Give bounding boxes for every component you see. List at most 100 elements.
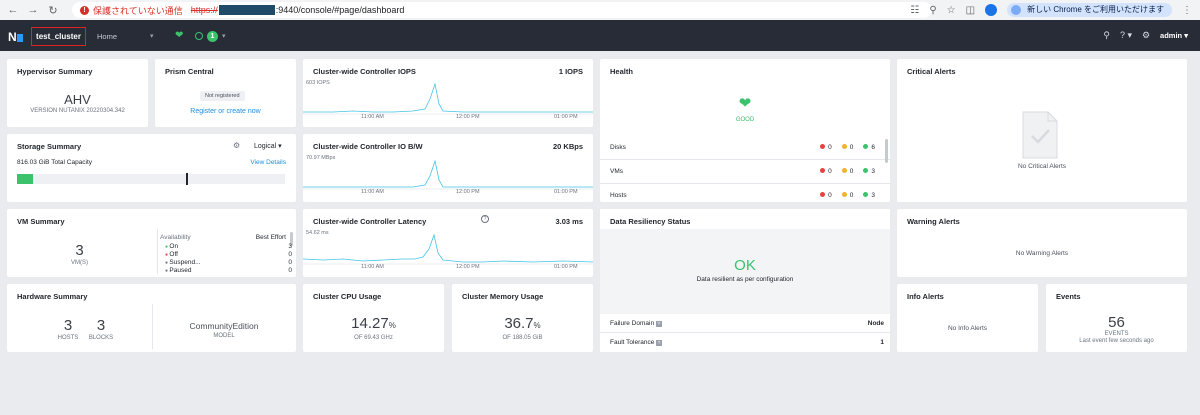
storage-mode-select[interactable]: Logical ▾ [254,143,282,150]
help-icon[interactable]: ? [656,340,663,346]
memory-unit: % [533,321,541,330]
task-status-icon[interactable] [195,32,203,40]
profile-icon[interactable] [985,4,998,16]
cluster-name-button[interactable]: test_cluster [31,27,86,46]
url-protocol: https:// [190,5,218,15]
hypervisor-version: VERSION NUTANIX 20220304.342 [30,108,125,114]
model-name: CommunityEdition [189,321,259,331]
cpu-usage-value: 14.27% [303,315,444,332]
critical-count: 0 [820,168,832,175]
latency-sparkline[interactable] [303,209,593,277]
widget-title: Info Alerts [907,292,944,301]
critical-count: 0 [820,144,832,151]
memory-usage-value: 36.7% [452,315,593,332]
vm-state-row: ● On 3 [165,243,292,251]
warning-count: 0 [841,192,853,199]
back-icon[interactable]: ← [7,4,19,16]
vm-state-label: ● Suspend... [165,259,201,266]
widget-title: Cluster Memory Usage [462,292,544,301]
health-entity-row[interactable]: VMs 0 0 3 [610,168,875,180]
more-menu-icon[interactable]: ⋮ [1182,4,1192,16]
health-heart-icon[interactable]: ❤ [175,30,184,41]
chevron-down-icon[interactable]: ▾ [150,33,154,40]
failure-domain-label: Failure Domain ? [610,320,662,327]
info-alerts-widget: Info Alerts No Info Alerts [897,284,1038,352]
sidepanel-icon[interactable]: ◫ [965,4,976,16]
entity-label: Hosts [610,192,627,199]
availability-header: Availability [160,234,191,241]
search-icon[interactable]: ⚲ [1103,30,1110,40]
prism-central-widget: Prism Central Not registered Register or… [155,59,296,127]
cluster-memory-usage-widget: Cluster Memory Usage 36.7% OF 188.05 GiB [452,284,593,352]
blocks-count: 3 [96,317,106,334]
gear-icon[interactable]: ⚙ [1141,30,1151,40]
header-actions: ⚲ ? ▾ ⚙ admin ▾ [1103,30,1188,41]
resiliency-details [600,314,890,352]
vm-summary-widget: VM Summary 3 VM(S) Availability Best Eff… [7,209,296,277]
update-label: 新しい Chrome をご利用いただけます [1027,5,1164,14]
entity-label: Disks [610,144,626,151]
iops-sparkline[interactable] [303,59,593,127]
widget-title: Hypervisor Summary [17,67,93,76]
help-icon[interactable]: ? ▾ [1119,30,1132,40]
fd-label-text: Failure Domain [610,320,655,327]
best-effort-header: Best Effort [255,234,286,241]
resiliency-message: Data resilient as per configuration [696,276,794,283]
storage-capacity: 816.03 GiB Total Capacity [17,159,92,166]
events-widget: Events 56 EVENTS Last event few seconds … [1046,284,1187,352]
alert-count-badge[interactable]: 1 [207,31,218,42]
widget-title: Health [610,67,633,76]
entity-label: VMs [610,168,623,175]
fault-tolerance-label: Fault Tolerance ? [610,339,663,346]
hardware-summary-widget: Hardware Summary 3 HOSTS 3 BLOCKS Commun… [7,284,296,352]
scrollbar[interactable] [885,139,888,163]
widget-title: Cluster CPU Usage [313,292,382,301]
axis-time-3: 01:00 PM [554,264,578,270]
chevron-down-icon[interactable]: ▾ [222,33,226,40]
iobw-peak-label: 70.97 MBps [306,155,336,161]
events-count: 56 [1108,314,1125,331]
divider [600,159,890,160]
info-icon[interactable]: ? [481,215,489,223]
forward-icon[interactable]: → [27,4,39,16]
reload-icon[interactable]: ↻ [48,4,58,17]
user-menu[interactable]: admin ▾ [1160,31,1188,40]
axis-time-1: 11:00 AM [361,189,384,195]
star-icon[interactable]: ☆ [946,4,956,16]
scrollbar[interactable] [290,232,293,246]
not-secure-label: 保護されていない通信 [93,5,183,16]
storage-summary-widget: Storage Summary ⚙ Logical ▾ 816.03 GiB T… [7,134,296,202]
chrome-update-button[interactable]: 新しい Chrome をご利用いただけます [1007,3,1172,17]
not-secure-icon: ! [80,5,89,15]
translate-icon[interactable]: ☷ [910,4,920,16]
warning-alerts-message: No Warning Alerts [1015,250,1069,257]
storage-usage-fill [17,174,34,184]
divider [157,229,158,274]
view-details-link[interactable]: View Details [250,159,286,166]
good-count: 3 [863,192,875,199]
capacity-value: 816.03 GiB [17,159,50,166]
vm-count-label: VM(S) [71,260,88,266]
user-name: admin [1160,31,1183,40]
status-dot-icon: ● [165,260,170,266]
iobw-sparkline[interactable] [303,134,593,202]
widget-title: Cluster-wide Controller IOPS [313,67,416,76]
address-bar[interactable]: ! 保護されていない通信 https:// :9440/console/#pag… [72,2,932,18]
gear-icon[interactable]: ⚙ [233,141,241,150]
widget-title: Data Resiliency Status [610,217,691,226]
url-path: :9440/console/#page/dashboard [275,5,405,15]
zoom-icon[interactable]: ⚲ [929,4,937,16]
register-link[interactable]: Register or create now [190,108,261,115]
health-entity-row[interactable]: Hosts 0 0 3 [610,192,875,204]
redacted-host [218,5,275,15]
widget-header [600,209,890,229]
update-avatar-icon [1011,5,1022,15]
vm-state-value: 0 [288,259,292,266]
vm-state-label: ● On [165,243,179,250]
health-widget: Health ❤ GOOD Disks 0 0 6 VMs 0 0 3 Hosts 0 0 3 [600,59,890,202]
health-entity-row[interactable]: Disks 0 0 6 [610,144,875,156]
help-icon[interactable]: ? [655,321,662,327]
home-menu[interactable]: Home [97,32,118,41]
nutanix-logo[interactable]: N [8,30,23,44]
info-alerts-message: No Info Alerts [947,325,988,332]
